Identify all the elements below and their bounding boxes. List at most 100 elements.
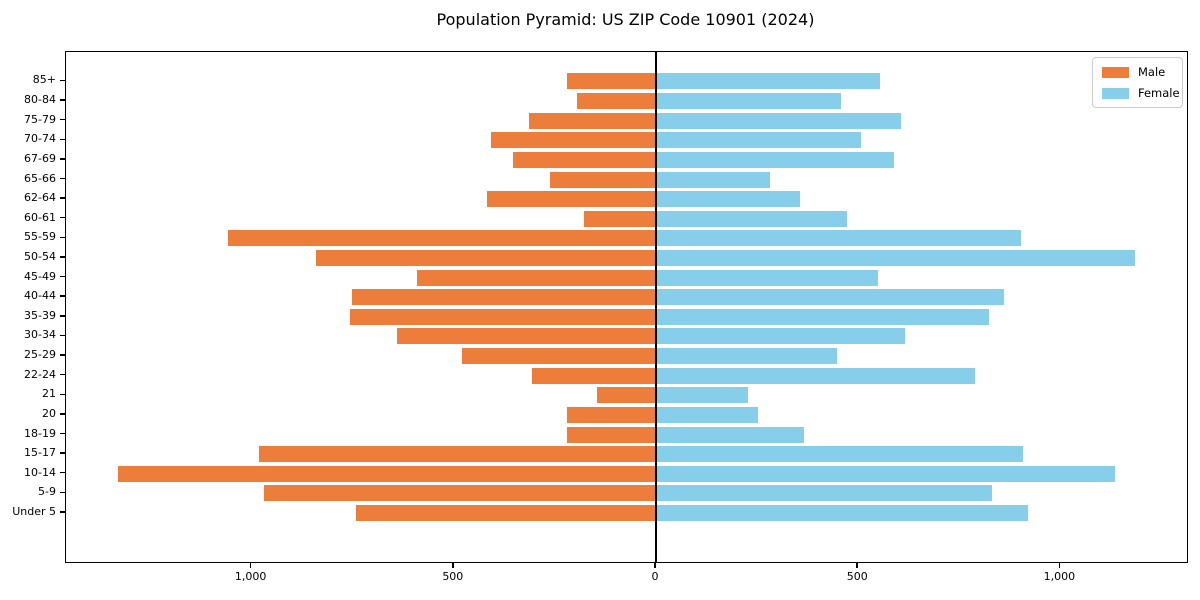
male-bar [258, 446, 656, 463]
female-bar [656, 406, 758, 423]
y-axis-tick-label: 62-64 [24, 191, 56, 205]
y-axis-tick-label: 60-61 [24, 210, 56, 224]
y-axis-tick-label: 30-34 [24, 328, 56, 342]
legend: Male Female [1092, 57, 1183, 108]
y-axis-tick-label: 50-54 [24, 249, 56, 263]
female-bar [656, 387, 748, 404]
male-bar [417, 269, 657, 286]
y-axis-tick-label: 21 [42, 387, 56, 401]
male-bar [228, 230, 656, 247]
y-axis-tick [60, 275, 65, 278]
y-axis-tick [60, 158, 65, 160]
zero-axis-line [655, 52, 657, 562]
y-axis-tick [60, 236, 65, 239]
y-axis-tick-label: 40-44 [24, 289, 56, 303]
x-axis-tick [654, 562, 656, 568]
y-axis-tick [60, 138, 65, 141]
y-axis-tick-label: 10-14 [24, 465, 56, 479]
male-bar [486, 191, 656, 208]
male-legend-swatch [1102, 66, 1129, 78]
male-bar [352, 289, 657, 306]
female-bar [656, 73, 881, 90]
male-bar [567, 73, 656, 90]
female-bar [656, 308, 989, 325]
x-axis-tick-label: 1,000 [1043, 570, 1076, 583]
y-axis-tick [60, 256, 65, 258]
male-bar [529, 112, 656, 129]
female-bar [656, 504, 1028, 521]
chart-title: Population Pyramid: US ZIP Code 10901 (2… [436, 10, 815, 29]
y-axis-tick-label: 25-29 [24, 348, 56, 362]
y-axis-tick-label: 5-9 [38, 485, 56, 499]
male-bar [567, 406, 656, 423]
y-axis-tick [60, 413, 65, 415]
x-axis-tick-label: 1,000 [234, 570, 267, 583]
y-axis-tick [60, 177, 65, 180]
y-axis-tick [60, 99, 65, 101]
plot-area [65, 51, 1188, 563]
female-bar [656, 93, 841, 110]
male-bar [577, 93, 656, 110]
female-bar [656, 465, 1115, 482]
y-axis-tick-label: 35-39 [24, 308, 56, 322]
male-bar [531, 367, 656, 384]
y-axis-tick [60, 79, 65, 82]
female-bar [656, 485, 993, 502]
y-axis-tick-label: Under 5 [12, 504, 56, 518]
y-axis-tick-label: 20 [42, 406, 56, 420]
y-axis-tick [60, 354, 65, 356]
x-axis-tick [452, 562, 454, 568]
x-axis-tick [249, 562, 252, 568]
female-legend-swatch [1102, 87, 1129, 99]
y-axis-tick-label: 22-24 [24, 367, 56, 381]
y-axis-tick [60, 295, 65, 297]
y-axis-tick-label: 15-17 [24, 446, 56, 460]
female-bar [656, 328, 906, 345]
y-axis-tick-label: 85+ [32, 73, 56, 87]
y-axis-tick-label: 45-49 [24, 269, 56, 283]
y-axis-tick-label: 80-84 [24, 93, 56, 107]
female-bar [656, 249, 1135, 266]
female-bar [656, 151, 894, 168]
male-bar [584, 210, 657, 227]
female-bar [656, 191, 800, 208]
x-axis-tick-label: 0 [651, 570, 659, 583]
male-bar [512, 151, 657, 168]
female-bar [656, 426, 805, 443]
female-bar [656, 367, 976, 384]
x-axis-tick [1058, 562, 1061, 568]
y-axis-tick-label: 18-19 [24, 426, 56, 440]
y-axis-tick [60, 118, 65, 121]
male-bar [596, 387, 656, 404]
x-axis-tick-label: 500 [846, 570, 868, 583]
legend-label: Female [1138, 86, 1180, 100]
y-axis-tick [60, 373, 65, 376]
male-bar [566, 426, 656, 443]
y-axis-tick-label: 65-66 [24, 171, 56, 185]
male-bar [491, 132, 656, 149]
legend-item-female: Female [1102, 86, 1180, 100]
female-bar [656, 289, 1004, 306]
y-axis-tick [60, 334, 65, 337]
female-bar [656, 112, 902, 129]
male-bar [397, 328, 657, 345]
y-axis-tick [60, 315, 65, 317]
female-bar [656, 348, 838, 365]
y-axis-tick [60, 432, 65, 435]
y-axis-tick [60, 452, 65, 454]
male-bar [550, 171, 656, 188]
y-axis-tick-label: 55-59 [24, 230, 56, 244]
y-axis-tick [60, 511, 65, 513]
x-axis-tick [856, 562, 858, 568]
female-bar [656, 269, 879, 286]
male-bar [355, 504, 657, 521]
male-bar [461, 348, 657, 365]
y-axis-tick [60, 491, 65, 494]
male-bar [264, 485, 657, 502]
female-bar [656, 171, 771, 188]
y-axis-tick-label: 75-79 [24, 112, 56, 126]
x-axis-tick-label: 500 [442, 570, 464, 583]
male-bar [316, 249, 656, 266]
y-axis-tick [60, 393, 65, 396]
